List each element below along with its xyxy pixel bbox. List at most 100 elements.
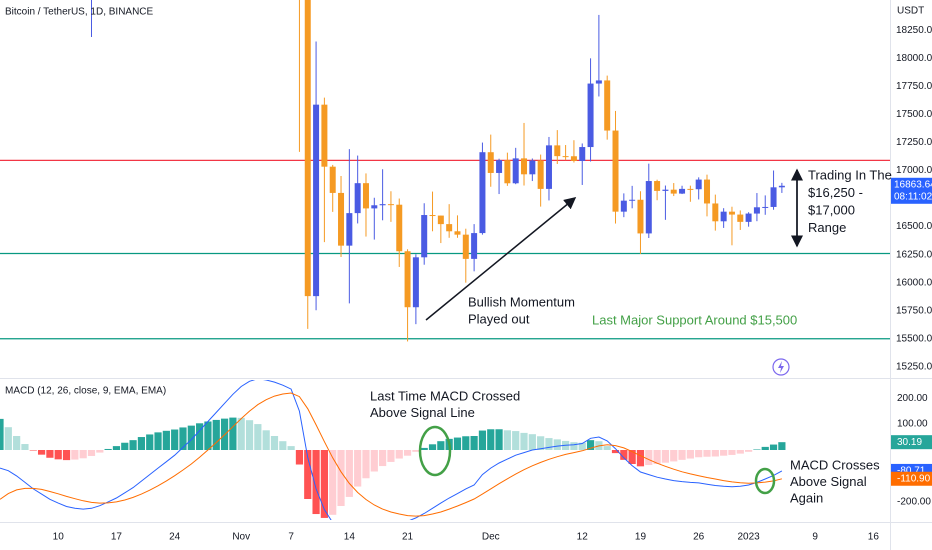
histogram-bar [769,444,778,450]
candle-body [354,183,361,214]
candle-body [446,224,453,232]
candle-body [620,200,627,212]
candle-body [504,160,511,184]
histogram-bar [686,450,694,459]
candle-body [679,188,686,194]
signal-tag-label: -110.90 [897,473,931,484]
x-tick-label: 14 [344,532,356,543]
candle-body [778,185,785,188]
macd-title: MACD (12, 26, close, 9, EMA, EMA) [5,386,166,397]
candle-body [429,215,436,217]
histogram-bar [661,450,670,463]
histogram-bar [71,450,79,460]
histogram-bar [354,450,362,487]
candle-body [712,203,719,222]
candle-body [496,160,503,173]
histogram-bar [254,424,262,450]
histogram-bar [611,450,620,454]
histogram-bar [761,446,769,450]
histogram-bar [695,450,703,458]
candle-body [321,104,328,167]
histogram-bar [237,417,245,450]
candle-body [654,181,661,191]
candle-body [737,214,744,222]
x-tick-label: 12 [577,532,589,543]
histogram-bar [245,420,254,450]
histogram-bar [104,448,112,450]
y-tick-label: 18250.00 [896,25,932,36]
x-tick-label: 21 [402,532,414,543]
histogram-bar [678,450,686,460]
candle-body [371,205,378,209]
histogram-bar [520,432,528,450]
y-tick-label: 100.00 [897,419,928,430]
candle-body [745,213,752,222]
candle-body [704,179,711,204]
candle-body [637,199,644,234]
drawings [418,168,803,495]
histogram-bar [744,450,753,452]
signal-line [0,392,783,517]
y-tick-label: 15500.00 [896,333,932,344]
histogram-bar [437,441,445,450]
x-tick-label: 24 [169,532,181,543]
histogram-bar [620,450,628,460]
candle-body [762,206,769,208]
histogram-bar [37,450,46,455]
histogram-bar [670,450,678,462]
histogram-bar [553,439,561,450]
histogram-bar [403,450,412,456]
histogram-bar [320,450,328,518]
histogram-bar [29,450,37,451]
x-tick-label: 16 [868,532,880,543]
histogram-bar [578,442,586,450]
histogram-bar [645,450,653,466]
x-tick-label: 10 [53,532,65,543]
histogram-bar [13,436,21,450]
annotation: Above Signal [790,474,867,489]
axes: 10 17 24 Nov 7 14 21 Dec 12 19 26 2023 9 16 15250.00 15… [53,25,932,543]
histogram-bar [736,450,744,454]
annotation: Again [790,490,823,505]
candle-body [595,80,602,84]
histogram-bar [79,450,87,459]
candle-body [720,211,727,222]
candle-body [579,147,586,161]
annotation: $16,250 - [808,185,863,200]
candle-body [329,166,336,193]
x-tick-label: 17 [111,532,123,543]
candle-body [487,152,494,173]
histogram-bar [545,438,553,450]
candle-body [437,215,444,225]
y-tick-label: 17750.00 [896,81,932,92]
histogram-bar [196,423,204,450]
price-tag-countdown: 08:11:02 [894,191,932,202]
x-tick-label: Dec [482,532,500,543]
histogram-bar [329,450,337,515]
candle-body [670,189,677,194]
candle-body [454,231,461,235]
histogram-bar [46,450,54,458]
histogram-tag [891,435,932,450]
candle-body [695,179,702,190]
histogram-bar [570,442,578,450]
histogram-bar [279,441,287,450]
y-tick-label: 200.00 [897,393,928,404]
histogram-bar [528,434,536,450]
histogram-bar [470,436,478,450]
x-tick-label: 2023 [737,532,760,543]
candle-body [753,207,760,214]
macd-tag-label: -80.71 [897,466,926,477]
annotation: Last Major Support Around $15,500 [592,312,797,327]
candle-body [313,104,320,297]
histogram-bar [146,434,154,450]
histogram-tag-label: 30.19 [897,437,922,448]
histogram-bar [171,429,179,450]
y-tick-label: 15250.00 [896,361,932,372]
annotation: Range [808,220,846,235]
candle-body [529,160,536,175]
histogram-bar [720,450,728,456]
histogram-bar [337,450,345,506]
histogram-bar [137,437,146,450]
annotation: Last Time MACD Crossed [370,388,520,403]
